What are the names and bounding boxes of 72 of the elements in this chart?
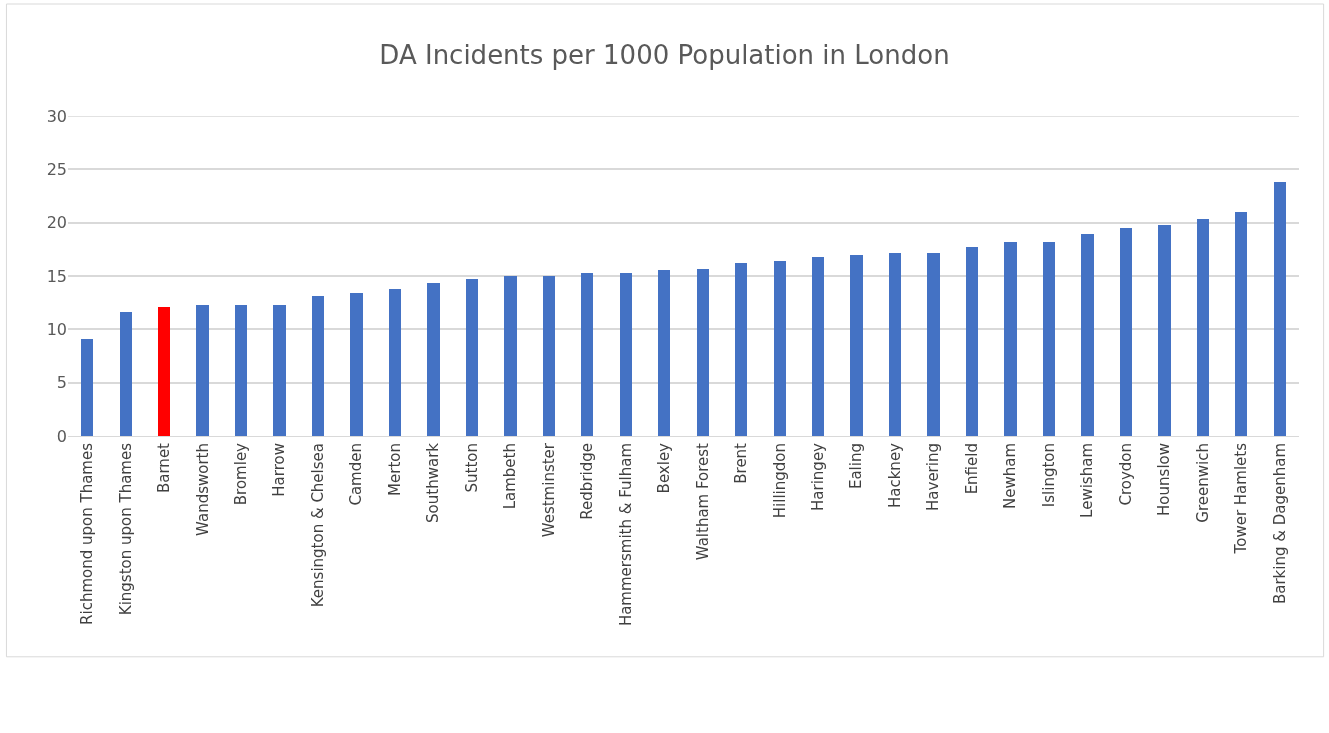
bar <box>735 263 747 436</box>
x-tick-label: Sutton <box>462 443 481 493</box>
x-tick-label: Richmond upon Thames <box>78 442 97 625</box>
bar <box>427 283 440 436</box>
x-tick-label: Lambeth <box>501 443 520 510</box>
x-tick-label: Ealing <box>847 443 866 490</box>
bar <box>120 312 132 436</box>
bar <box>504 276 517 436</box>
chart-title: DA Incidents per 1000 Population in London <box>379 40 950 71</box>
x-tick-label: Waltham Forest <box>693 442 712 561</box>
x-tick-label: Redbridge <box>578 443 597 520</box>
bar <box>1235 212 1247 436</box>
bar <box>1081 234 1094 436</box>
x-tick-label: Enfield <box>962 443 981 495</box>
y-tick-label: 30 <box>46 106 67 126</box>
bar <box>812 257 824 436</box>
bar <box>81 339 93 436</box>
bar <box>889 253 901 436</box>
x-tick-label: Brent <box>732 442 751 484</box>
x-tick-label: Hounslow <box>1155 443 1174 516</box>
x-tick-label: Haringey <box>809 442 828 511</box>
x-tick-label: Merton <box>385 443 404 496</box>
bar <box>966 247 978 436</box>
y-tick-label: 10 <box>46 319 67 339</box>
bar <box>1043 242 1055 436</box>
bar <box>1004 242 1017 436</box>
bar <box>235 305 247 436</box>
x-tick-label: Hackney <box>885 442 904 509</box>
y-tick-label: 5 <box>56 373 67 393</box>
x-tick-label: Greenwich <box>1193 443 1212 523</box>
x-tick-label: Barking & Dagenham <box>1270 443 1289 605</box>
bar <box>312 296 324 436</box>
x-tick-label: Bexley <box>655 442 674 494</box>
bar <box>1274 182 1286 436</box>
bar <box>389 289 401 436</box>
y-tick-label: 25 <box>46 159 67 179</box>
bar <box>581 273 593 436</box>
bar <box>774 261 786 436</box>
x-tick-label: Hammersmith & Fulham <box>616 443 635 627</box>
bar <box>543 276 555 436</box>
x-tick-label: Islington <box>1039 443 1058 508</box>
bar <box>273 305 286 436</box>
x-tick-label: Westminster <box>539 442 558 538</box>
y-tick-label: 20 <box>46 213 67 233</box>
x-tick-label: Havering <box>924 443 943 511</box>
x-tick-label: Barnet <box>155 442 174 494</box>
bar <box>350 293 363 436</box>
bar <box>927 253 940 436</box>
bar <box>850 255 863 436</box>
x-tick-label: Harrow <box>270 443 289 497</box>
bar <box>620 273 632 436</box>
x-tick-label: Wandsworth <box>193 443 212 536</box>
bar <box>658 270 670 436</box>
bar <box>466 279 478 436</box>
bar <box>158 307 170 436</box>
x-tick-label: Bromley <box>231 442 250 506</box>
y-tick-label: 0 <box>56 426 67 446</box>
x-tick-label: Croydon <box>1116 443 1135 506</box>
y-tick-label: 15 <box>46 266 67 286</box>
bar <box>1158 225 1171 436</box>
bar <box>697 269 709 436</box>
x-tick-label: Tower Hamlets <box>1232 442 1251 555</box>
x-tick-label: Camden <box>347 443 366 506</box>
x-tick-label: Lewisham <box>1078 443 1097 518</box>
bar <box>1197 219 1209 436</box>
x-tick-label: Kingston upon Thames <box>116 442 135 616</box>
bar <box>196 305 209 436</box>
x-tick-label: Southwark <box>424 442 443 523</box>
x-tick-label: Kensington & Chelsea <box>308 443 327 608</box>
x-tick-label: Newham <box>1001 443 1020 510</box>
x-tick-label: Hillingdon <box>770 443 789 519</box>
bar <box>1120 228 1132 436</box>
